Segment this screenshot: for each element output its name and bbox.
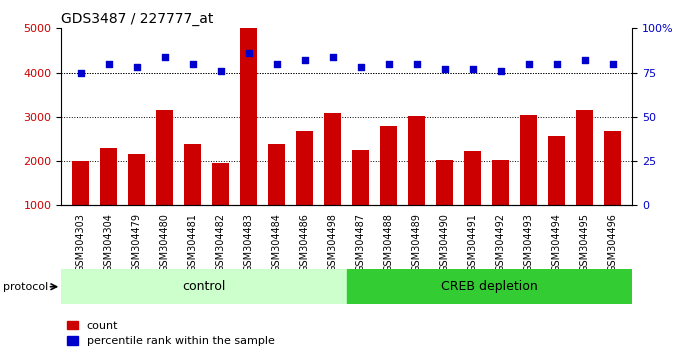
Point (607, 61, 618, 67)
Point (271, 61, 282, 67)
Bar (437, 160, 453, 205)
Bar (296, 131, 313, 205)
Point (75, 70, 86, 75)
Bar (241, 28, 257, 205)
Text: GDS3487 / 227777_at: GDS3487 / 227777_at (61, 12, 214, 26)
Legend: count, percentile rank within the sample: count, percentile rank within the sample (67, 321, 275, 347)
Text: control: control (182, 280, 226, 293)
Point (131, 64, 142, 70)
Bar (184, 144, 201, 205)
Text: protocol: protocol (3, 282, 49, 292)
Bar (409, 116, 425, 205)
Bar (269, 144, 285, 205)
Text: CREB depletion: CREB depletion (441, 280, 538, 293)
Bar (101, 148, 117, 205)
Point (356, 64, 367, 70)
Point (327, 54, 338, 59)
Point (467, 66, 478, 72)
Point (188, 61, 199, 67)
Point (524, 61, 534, 67)
Bar (548, 136, 565, 205)
Bar (212, 163, 229, 205)
Point (159, 54, 170, 59)
Point (495, 68, 506, 74)
Bar (492, 160, 509, 205)
Point (551, 61, 562, 67)
Point (243, 50, 254, 56)
Point (439, 66, 450, 72)
Bar (129, 154, 146, 205)
Point (216, 68, 226, 74)
Bar (324, 113, 341, 205)
Bar (61, 269, 347, 304)
Point (103, 61, 114, 67)
Bar (605, 131, 622, 205)
Bar (520, 115, 537, 205)
Bar (347, 269, 632, 304)
Bar (464, 151, 481, 205)
Bar (72, 161, 89, 205)
Bar (577, 110, 593, 205)
Point (384, 61, 394, 67)
Bar (380, 126, 397, 205)
Bar (156, 110, 173, 205)
Point (299, 57, 310, 63)
Point (411, 61, 422, 67)
Bar (352, 150, 369, 205)
Point (579, 57, 590, 63)
